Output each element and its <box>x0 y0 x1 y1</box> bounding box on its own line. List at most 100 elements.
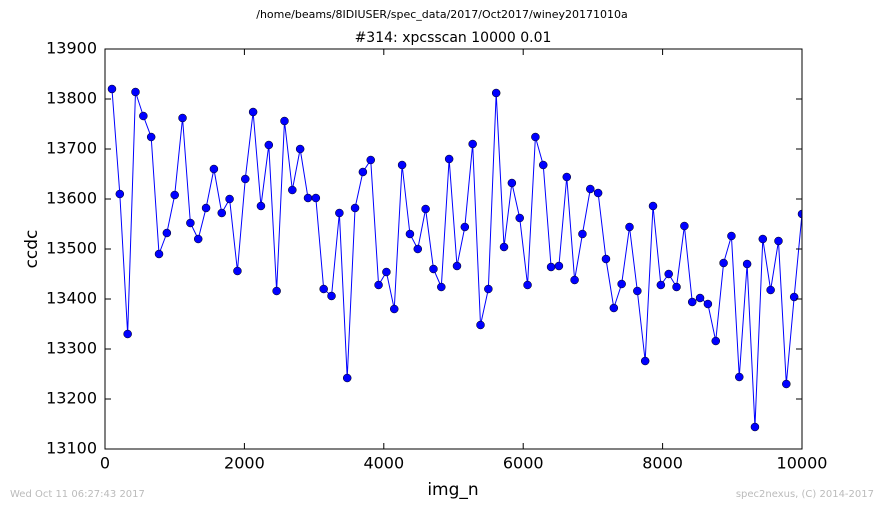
data-point <box>107 84 117 94</box>
y-tick-label: 13500 <box>46 239 97 258</box>
x-tick-label: 4000 <box>363 454 404 473</box>
data-point <box>178 113 187 123</box>
data-point <box>484 284 493 294</box>
data-point <box>170 190 179 200</box>
plot-area <box>107 84 802 432</box>
data-point <box>656 280 666 290</box>
data-point <box>374 280 383 290</box>
data-point <box>452 261 462 271</box>
data-point <box>664 269 673 279</box>
data-point <box>507 178 517 188</box>
data-point <box>680 221 689 231</box>
y-tick-label: 13400 <box>46 289 97 308</box>
x-axis-label: img_n <box>427 480 478 500</box>
data-point <box>217 208 226 218</box>
x-tick-label: 10000 <box>777 454 828 473</box>
data-point <box>562 172 572 182</box>
data-point <box>123 329 132 339</box>
data-point <box>397 160 407 170</box>
data-point <box>429 264 438 274</box>
data-point <box>491 88 501 98</box>
data-point <box>593 188 603 198</box>
x-tick-label: 2000 <box>224 454 265 473</box>
footer-right: spec2nexus, (C) 2014-2017 <box>736 489 874 500</box>
data-point <box>335 208 344 218</box>
data-point <box>248 107 258 117</box>
y-tick-label: 13800 <box>46 89 97 108</box>
data-point <box>633 286 642 296</box>
data-point <box>327 291 336 301</box>
x-tick-label: 0 <box>100 454 110 473</box>
y-axis-label: ccdc <box>22 230 42 269</box>
data-point <box>390 304 399 314</box>
data-point <box>648 201 658 211</box>
y-tick-label: 13200 <box>46 389 97 408</box>
x-tick-label: 6000 <box>503 454 544 473</box>
data-point <box>421 204 430 214</box>
data-point <box>358 167 368 177</box>
data-point <box>209 164 219 174</box>
data-point <box>233 266 242 276</box>
data-point <box>578 229 587 239</box>
data-point <box>640 356 650 366</box>
x-tick-label: 8000 <box>642 454 683 473</box>
y-tick-label: 13100 <box>46 439 97 458</box>
data-point <box>735 372 744 382</box>
data-point <box>797 209 802 219</box>
data-point <box>554 261 564 271</box>
data-point <box>193 234 203 244</box>
data-point <box>413 244 423 254</box>
data-point <box>366 155 375 165</box>
data-point <box>570 275 579 285</box>
plot-frame <box>104 48 803 450</box>
data-point <box>225 194 234 204</box>
data-point <box>625 222 634 232</box>
data-point <box>444 154 454 164</box>
data-point <box>162 228 172 238</box>
data-point <box>750 422 760 432</box>
data-point <box>146 132 156 142</box>
suptitle: /home/beams/8IDIUSER/spec_data/2017/Oct2… <box>256 8 628 21</box>
data-point <box>711 336 720 346</box>
data-point <box>774 236 783 246</box>
data-point <box>782 379 791 389</box>
data-point <box>758 234 768 244</box>
data-point <box>201 203 211 213</box>
data-point <box>742 259 752 269</box>
data-point <box>186 218 195 228</box>
data-point <box>703 299 713 309</box>
data-point <box>460 222 470 232</box>
data-point <box>350 203 360 213</box>
data-point <box>342 373 352 383</box>
chart-title: #314: xpcsscan 10000 0.01 <box>355 30 552 46</box>
data-point <box>272 286 281 296</box>
series-line <box>111 88 802 428</box>
data-point <box>766 285 775 295</box>
data-point <box>437 282 446 292</box>
data-point <box>131 87 140 97</box>
data-point <box>687 297 697 307</box>
footer-left: Wed Oct 11 06:27:43 2017 <box>10 489 145 500</box>
data-point <box>546 262 556 272</box>
data-point <box>719 258 728 268</box>
data-point <box>617 279 626 289</box>
data-point <box>303 193 313 203</box>
data-point <box>468 139 477 149</box>
data-point <box>256 201 266 211</box>
y-tick-label: 13300 <box>46 339 97 358</box>
y-tick-label: 13600 <box>46 189 97 208</box>
data-point <box>531 132 540 142</box>
data-point <box>382 267 391 277</box>
data-point <box>601 254 611 264</box>
data-point <box>311 193 321 203</box>
data-point <box>789 292 799 302</box>
data-point <box>264 140 274 150</box>
data-point <box>241 174 250 184</box>
data-point <box>295 144 305 154</box>
data-point <box>672 282 681 292</box>
y-tick-label: 13700 <box>46 139 97 158</box>
data-point <box>538 160 548 170</box>
data-point <box>695 293 705 303</box>
data-point <box>499 242 509 252</box>
